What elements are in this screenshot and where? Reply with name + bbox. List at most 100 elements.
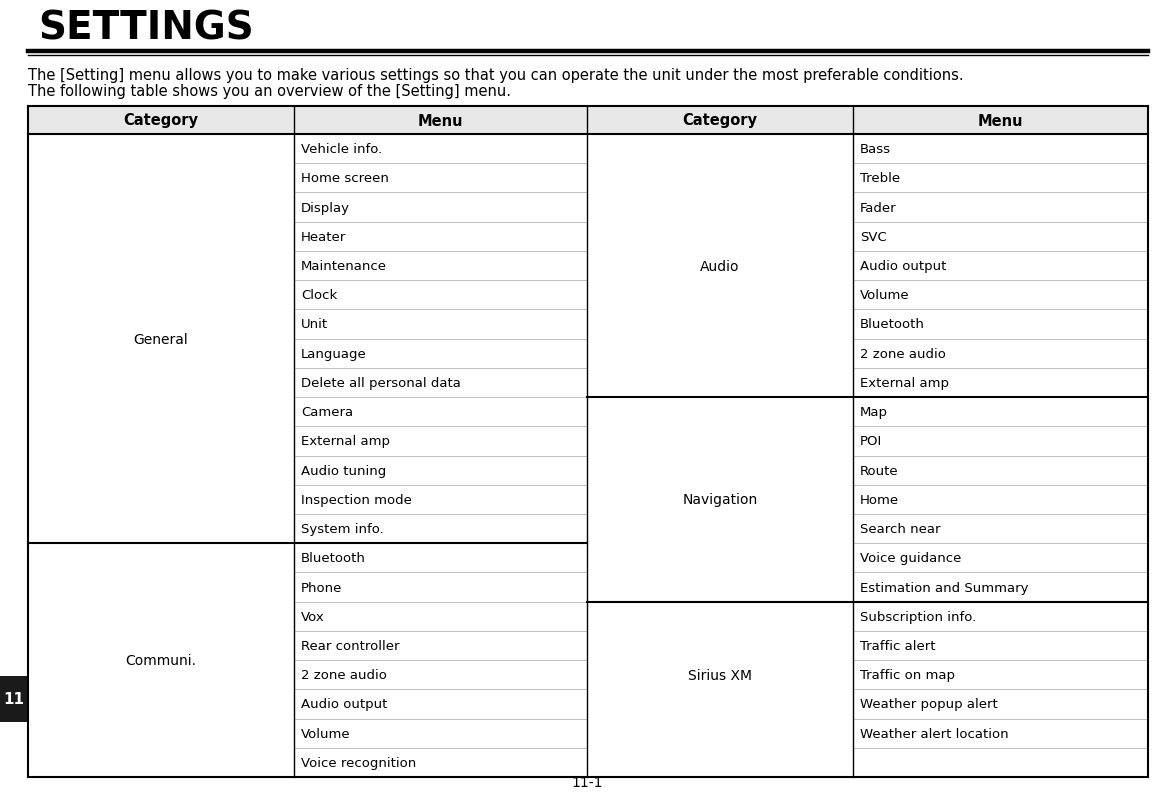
Bar [294,107,588,135]
Bar [853,252,1148,281]
Bar [853,368,1148,398]
Bar [294,252,588,281]
Bar [294,398,588,427]
Text: Rear controller: Rear controller [301,639,400,652]
Bar [294,747,588,777]
Bar [853,339,1148,368]
Text: Inspection mode: Inspection mode [301,493,412,506]
Bar [294,544,588,573]
Bar [294,164,588,193]
Bar [853,281,1148,310]
Bar [853,485,1148,514]
Bar [853,544,1148,573]
Bar [853,456,1148,485]
Bar [294,339,588,368]
Bar [294,485,588,514]
Text: Delete all personal data: Delete all personal data [301,376,461,390]
Bar [853,107,1148,135]
Bar [294,602,588,631]
Text: Camera: Camera [301,406,354,419]
Text: 2 zone audio: 2 zone audio [301,668,387,682]
Bar [588,107,853,135]
Bar [294,456,588,485]
Bar [853,573,1148,602]
Bar [853,719,1148,747]
Bar [853,602,1148,631]
Bar [28,544,294,777]
Text: Bass: Bass [860,143,891,156]
Bar [294,427,588,456]
Text: Search near: Search near [860,522,940,536]
Text: Communi.: Communi. [126,654,196,667]
Text: 2 zone audio: 2 zone audio [860,347,946,360]
Text: Weather popup alert: Weather popup alert [860,698,998,711]
Text: Unit: Unit [301,318,328,331]
Text: Volume: Volume [301,727,350,739]
Bar [853,164,1148,193]
Text: Display: Display [301,201,350,214]
Text: External amp: External amp [860,376,949,390]
Bar [853,514,1148,544]
Text: External amp: External amp [301,435,390,448]
Bar [294,135,588,164]
Text: Fader: Fader [860,201,897,214]
Text: Home: Home [860,493,899,506]
Text: Vox: Vox [301,610,324,623]
Bar [294,660,588,690]
Text: Navigation: Navigation [683,492,758,507]
Bar [853,222,1148,252]
Text: SETTINGS: SETTINGS [38,10,254,48]
Text: Maintenance: Maintenance [301,260,387,273]
Text: 11: 11 [4,691,24,707]
Bar [0,676,27,722]
Text: Category: Category [123,113,199,128]
Bar [28,135,294,544]
Bar [853,398,1148,427]
Text: POI: POI [860,435,882,448]
Text: Estimation and Summary: Estimation and Summary [860,581,1028,593]
Text: Audio: Audio [700,259,740,273]
Bar [294,573,588,602]
Text: Traffic on map: Traffic on map [860,668,955,682]
Text: Menu: Menu [418,113,463,128]
Bar [853,690,1148,719]
Text: Category: Category [683,113,758,128]
Text: Language: Language [301,347,367,360]
Bar [294,193,588,222]
Bar [853,427,1148,456]
Text: Subscription info.: Subscription info. [860,610,976,623]
Text: Home screen: Home screen [301,172,389,185]
Text: The [Setting] menu allows you to make various settings so that you can operate t: The [Setting] menu allows you to make va… [28,68,964,83]
Bar [294,310,588,339]
Text: Menu: Menu [978,113,1023,128]
Text: Phone: Phone [301,581,342,593]
Text: Weather alert location: Weather alert location [860,727,1008,739]
Text: Bluetooth: Bluetooth [301,552,365,565]
Bar [853,310,1148,339]
Text: System info.: System info. [301,522,384,536]
Bar [588,398,853,602]
Bar [853,193,1148,222]
Text: Clock: Clock [301,289,337,302]
Text: Voice guidance: Voice guidance [860,552,961,565]
Bar [588,602,853,747]
Bar [294,690,588,719]
Bar [588,135,853,398]
Text: General: General [134,332,188,346]
Text: The following table shows you an overview of the [Setting] menu.: The following table shows you an overvie… [28,84,511,99]
Text: Voice recognition: Voice recognition [301,756,416,769]
Text: Heater: Heater [301,230,347,244]
Bar [294,514,588,544]
Text: Audio output: Audio output [301,698,388,711]
Bar [853,660,1148,690]
Text: Vehicle info.: Vehicle info. [301,143,382,156]
Bar [294,631,588,660]
Text: Audio tuning: Audio tuning [301,464,387,477]
Bar [294,281,588,310]
Text: Treble: Treble [860,172,900,185]
Text: Traffic alert: Traffic alert [860,639,935,652]
Text: SVC: SVC [860,230,887,244]
Text: Route: Route [860,464,899,477]
Bar [294,222,588,252]
Bar [853,631,1148,660]
